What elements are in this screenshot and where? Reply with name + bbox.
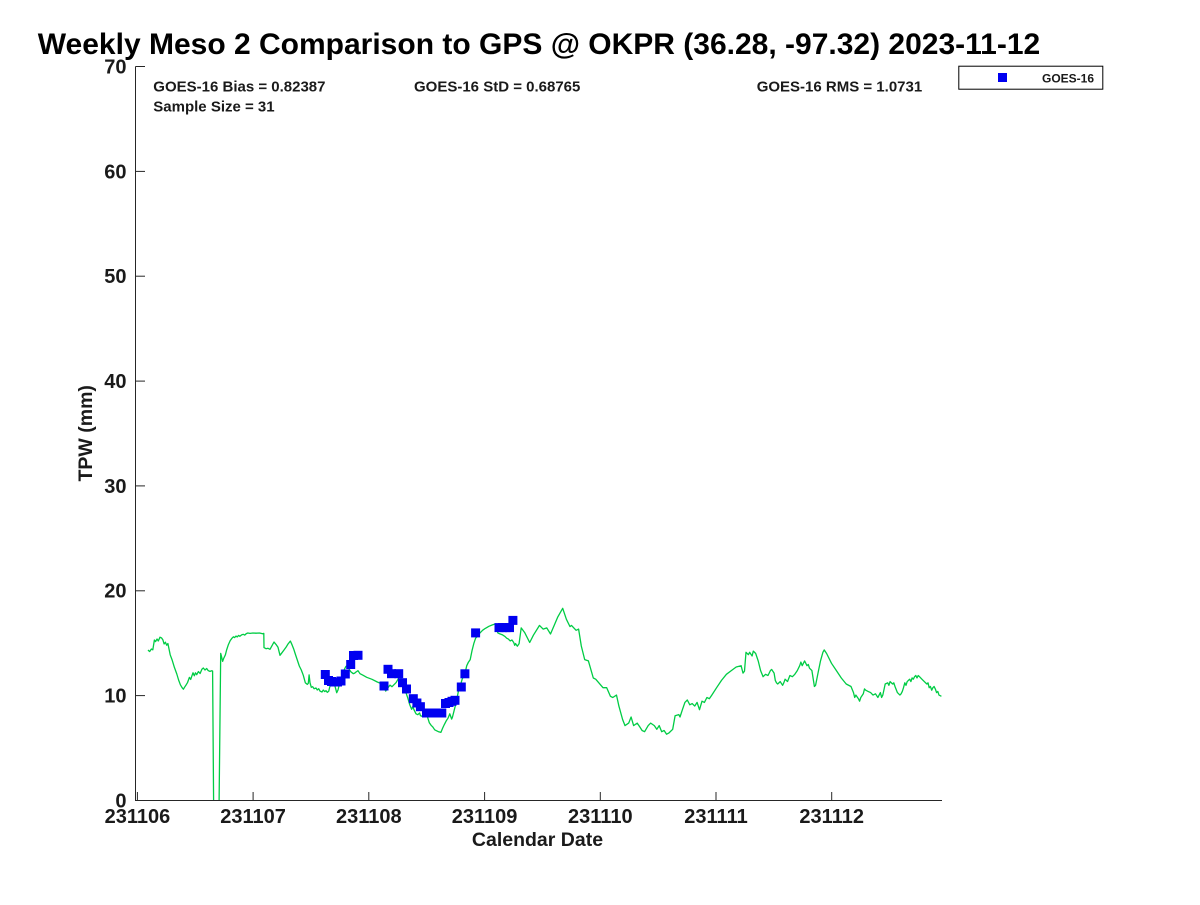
- svg-text:231109: 231109: [452, 806, 518, 828]
- svg-text:231111: 231111: [684, 806, 747, 828]
- svg-text:40: 40: [104, 371, 126, 393]
- svg-text:231107: 231107: [220, 806, 286, 828]
- svg-text:Weekly Meso 2 Comparison to GP: Weekly Meso 2 Comparison to GPS @ OKPR (…: [38, 28, 1040, 61]
- svg-text:20: 20: [104, 581, 126, 603]
- svg-text:231110: 231110: [568, 806, 633, 828]
- svg-text:10: 10: [104, 686, 126, 708]
- svg-text:GOES-16 RMS = 1.0731: GOES-16 RMS = 1.0731: [757, 79, 923, 96]
- svg-text:30: 30: [104, 476, 126, 498]
- svg-text:60: 60: [104, 161, 126, 183]
- svg-text:TPW (mm): TPW (mm): [75, 385, 97, 481]
- svg-text:GOES-16 Bias = 0.82387: GOES-16 Bias = 0.82387: [153, 79, 325, 96]
- svg-text:70: 70: [104, 56, 126, 78]
- svg-text:GOES-16 StD = 0.68765: GOES-16 StD = 0.68765: [414, 79, 580, 96]
- svg-text:231106: 231106: [105, 806, 171, 828]
- svg-text:231112: 231112: [799, 806, 864, 828]
- svg-text:Calendar Date: Calendar Date: [472, 829, 603, 851]
- svg-text:50: 50: [104, 266, 126, 288]
- svg-text:0: 0: [115, 790, 126, 812]
- svg-text:GOES-16: GOES-16: [1042, 72, 1094, 86]
- svg-text:Sample Size = 31: Sample Size = 31: [153, 99, 274, 116]
- svg-text:231108: 231108: [336, 806, 402, 828]
